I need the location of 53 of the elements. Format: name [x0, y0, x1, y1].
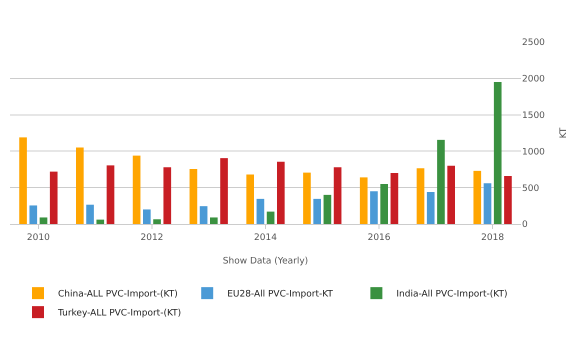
bar — [426, 192, 435, 224]
bar — [277, 162, 285, 224]
bar — [360, 177, 368, 224]
bar — [106, 165, 114, 224]
bar — [143, 209, 151, 224]
bar — [29, 205, 38, 224]
bar — [200, 206, 208, 224]
x-tick-label: 2014 — [254, 232, 278, 243]
legend-label: Turkey-ALL PVC-Import-(KT) — [57, 308, 182, 319]
x-tick-label: 2018 — [481, 232, 504, 243]
bar — [484, 183, 492, 224]
bar — [370, 191, 378, 224]
x-tick-label: 2012 — [140, 232, 164, 243]
bar — [494, 82, 502, 224]
y-axis-title: KT — [558, 127, 569, 138]
bar — [50, 172, 58, 224]
bar — [504, 176, 512, 224]
legend-label: India-All PVC-Import-(KT) — [396, 290, 508, 300]
bar — [437, 140, 445, 224]
bar — [447, 166, 455, 224]
bar — [390, 173, 398, 224]
bar — [416, 168, 424, 224]
legend-label: China-ALL PVC-Import-(KT) — [58, 290, 178, 300]
bar — [153, 219, 161, 224]
bar — [76, 148, 84, 224]
bar — [324, 194, 332, 224]
x-tick-label: 2016 — [368, 232, 391, 243]
bar — [96, 220, 104, 224]
bar — [190, 169, 198, 224]
x-tick-label: 2010 — [26, 232, 50, 243]
bar — [380, 184, 388, 224]
bar — [19, 137, 27, 224]
bar — [473, 170, 482, 224]
bar — [266, 212, 274, 224]
bar — [40, 217, 48, 224]
y-tick-label: 1000 — [522, 147, 546, 158]
y-tick-label: 2000 — [522, 74, 546, 85]
bar — [220, 158, 228, 224]
y-tick-label: 1500 — [522, 110, 546, 121]
legend-label: EU28-All PVC-Import-KT — [227, 290, 334, 300]
bar — [303, 172, 311, 224]
x-axis-title: Show Data (Yearly) — [222, 256, 308, 267]
bar — [256, 198, 264, 224]
bar — [210, 217, 218, 224]
bar — [163, 167, 172, 224]
bar — [132, 156, 140, 224]
bar — [246, 174, 254, 224]
bar — [86, 204, 94, 224]
y-tick-label: 2500 — [522, 38, 546, 48]
y-tick-label: 0 — [522, 220, 528, 230]
bar — [313, 198, 321, 224]
bar — [334, 167, 342, 224]
y-tick-label: 500 — [522, 184, 540, 194]
